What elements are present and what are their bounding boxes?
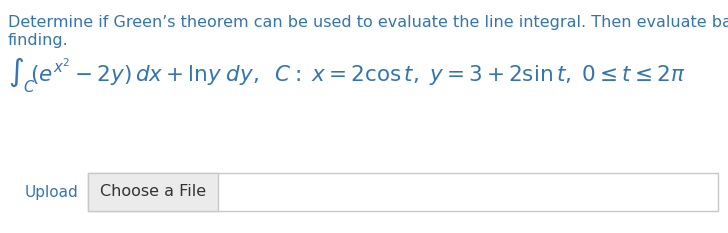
Text: Determine if Green’s theorem can be used to evaluate the line integral. Then eva: Determine if Green’s theorem can be used… <box>8 15 728 30</box>
FancyBboxPatch shape <box>88 173 218 211</box>
Text: Upload: Upload <box>24 185 78 199</box>
FancyBboxPatch shape <box>88 173 718 211</box>
Text: $\int_C\!(e^{x^2}-2y)\,dx + \ln\!y\;dy,$$\;\; C{:}\;x=2\cos t,\;y=3+2\sin t,\;0\: $\int_C\!(e^{x^2}-2y)\,dx + \ln\!y\;dy,$… <box>8 55 685 95</box>
Text: Choose a File: Choose a File <box>100 185 206 199</box>
Text: finding.: finding. <box>8 33 68 48</box>
